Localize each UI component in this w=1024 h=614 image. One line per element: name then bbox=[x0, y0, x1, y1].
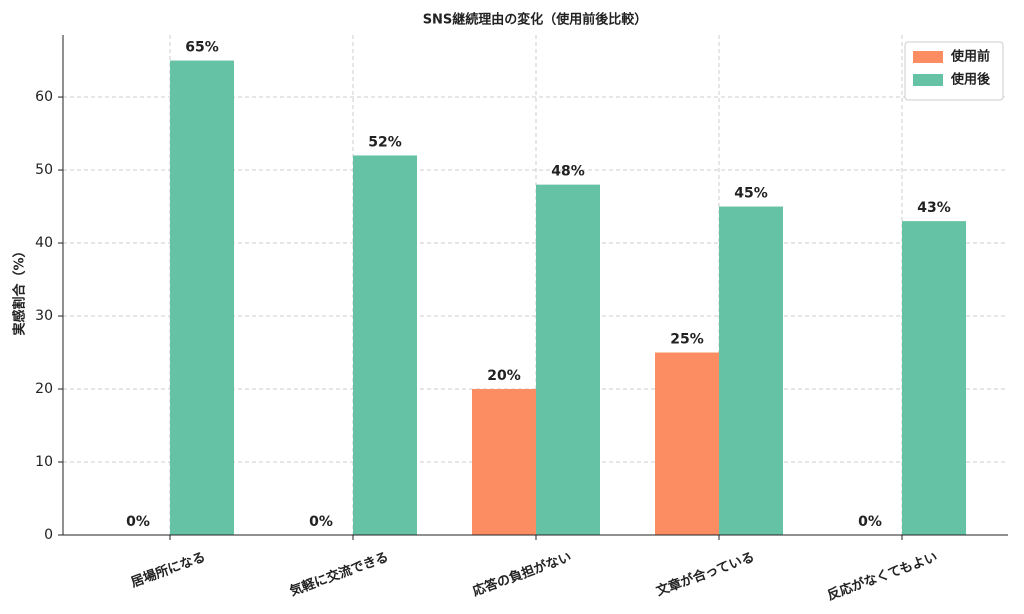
y-tick-label: 20 bbox=[35, 381, 53, 397]
value-label: 0% bbox=[309, 514, 333, 530]
bar bbox=[170, 60, 234, 535]
bar bbox=[472, 389, 536, 535]
legend-swatch bbox=[913, 74, 943, 86]
bar bbox=[719, 206, 783, 536]
value-label: 0% bbox=[858, 514, 882, 530]
y-tick-label: 60 bbox=[35, 89, 53, 105]
legend-label: 使用後 bbox=[950, 72, 991, 88]
value-label: 48% bbox=[551, 164, 585, 180]
x-tick-label: 文章が合っている bbox=[654, 549, 757, 599]
bar bbox=[655, 352, 719, 535]
x-tick-label: 反応がなくてもよい bbox=[825, 549, 939, 604]
legend-swatch bbox=[913, 51, 943, 63]
value-label: 0% bbox=[126, 514, 150, 530]
chart-title: SNS継続理由の変化（使用前後比較） bbox=[423, 12, 648, 28]
y-tick-label: 10 bbox=[35, 454, 53, 470]
value-label: 25% bbox=[670, 332, 704, 348]
x-tick-label: 気軽に交流できる bbox=[288, 549, 391, 600]
y-tick-label: 50 bbox=[35, 162, 53, 178]
bar bbox=[902, 221, 966, 535]
y-axis-label: 実感割合（%） bbox=[12, 244, 28, 335]
value-label: 45% bbox=[734, 186, 768, 202]
bar bbox=[353, 155, 417, 535]
y-tick-label: 40 bbox=[35, 235, 53, 251]
y-tick-label: 0 bbox=[44, 527, 53, 543]
value-label: 43% bbox=[917, 200, 951, 216]
x-tick-label: 居場所になる bbox=[129, 549, 208, 591]
x-tick-label: 応答の負担がない bbox=[470, 549, 573, 600]
legend-label: 使用前 bbox=[950, 49, 990, 65]
y-tick-label: 30 bbox=[35, 308, 53, 324]
value-label: 65% bbox=[185, 40, 219, 56]
value-label: 20% bbox=[487, 368, 521, 384]
bar bbox=[536, 184, 600, 535]
value-label: 52% bbox=[368, 134, 402, 150]
